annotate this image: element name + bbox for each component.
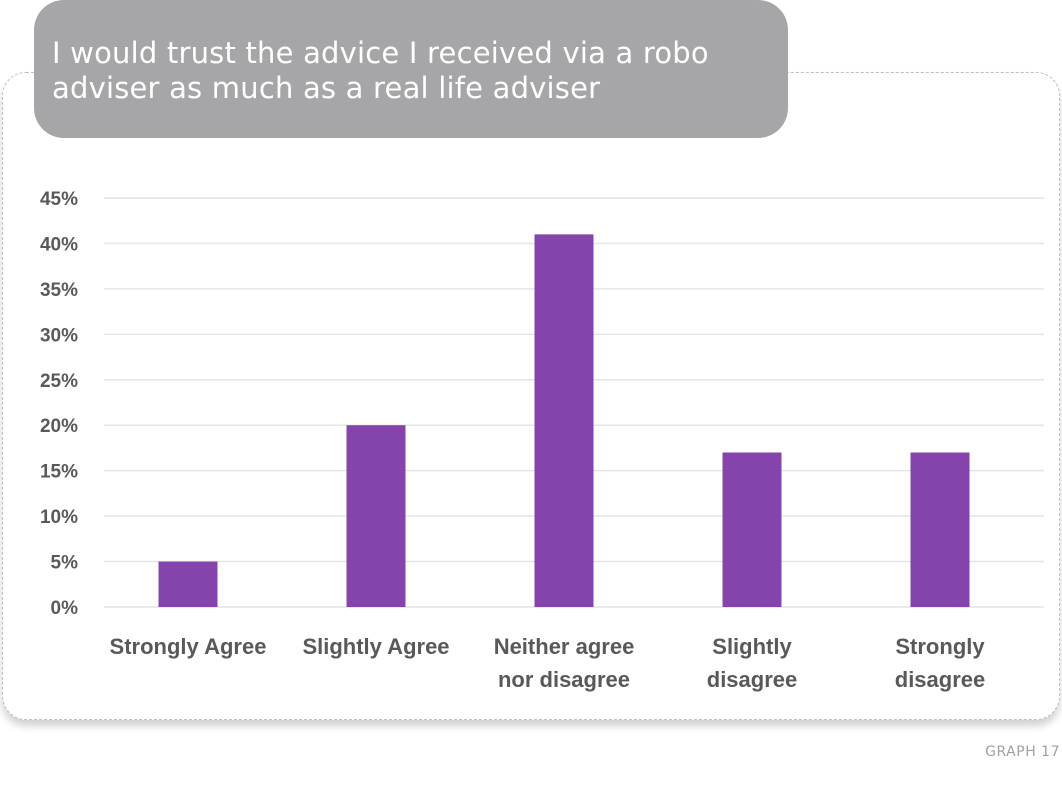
bar	[910, 452, 970, 607]
y-tick-label: 10%	[40, 507, 78, 528]
x-tick-label: Slightly disagree	[707, 634, 798, 692]
y-tick-label: 35%	[40, 280, 78, 301]
chart-title-box: I would trust the advice I received via …	[34, 0, 788, 138]
y-tick-label: 30%	[40, 325, 78, 346]
bar	[722, 452, 782, 607]
x-tick-label: Neither agree nor disagree	[494, 634, 635, 692]
y-tick-label: 40%	[40, 234, 78, 255]
y-tick-label: 45%	[40, 189, 78, 210]
y-tick-label: 20%	[40, 416, 78, 437]
chart-card	[2, 72, 1060, 720]
bar	[158, 561, 218, 607]
y-tick-label: 25%	[40, 371, 78, 392]
graph-number: GRAPH 17	[985, 744, 1060, 760]
x-tick-label: Strongly Agree	[110, 634, 267, 659]
y-tick-label: 0%	[51, 598, 79, 619]
chart-title: I would trust the advice I received via …	[52, 36, 709, 105]
x-tick-label: Strongly disagree	[895, 634, 986, 692]
y-tick-label: 5%	[51, 553, 79, 574]
bar	[346, 425, 406, 607]
bar	[534, 234, 594, 607]
x-tick-label: Slightly Agree	[302, 634, 449, 659]
y-tick-label: 15%	[40, 462, 78, 483]
